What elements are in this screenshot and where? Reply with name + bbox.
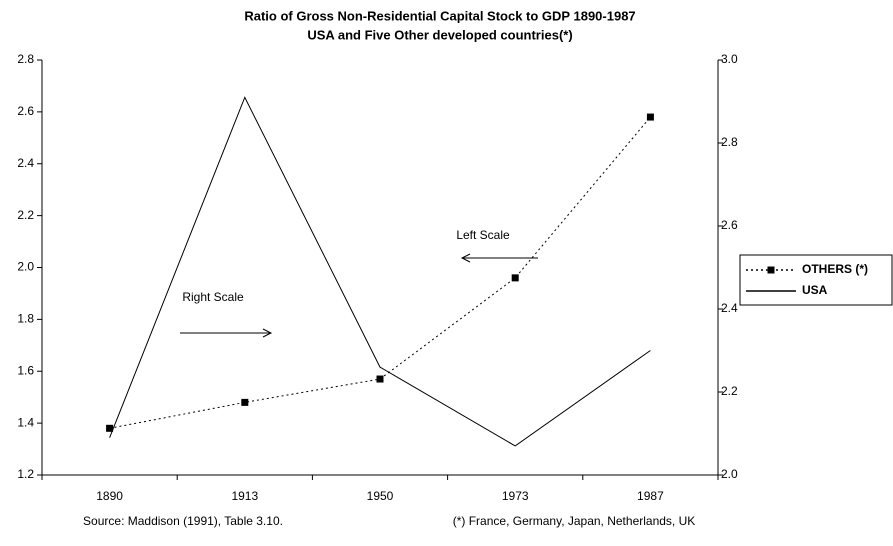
series-line [109,116,651,429]
marker [646,113,654,121]
y2-tick-label: 2.0 [721,467,738,481]
x-tick-label: 1973 [502,489,529,503]
x-tick-label: 1913 [231,489,258,503]
y-tick-label: 2.6 [17,104,34,118]
y-tick-label: 2.4 [17,156,34,170]
y-tick-label: 1.2 [17,467,34,481]
y2-tick-label: 2.2 [721,384,738,398]
y-tick-label: 1.6 [17,363,34,377]
marker [241,398,249,406]
arrow-head [262,328,273,338]
y-tick-label: 1.8 [17,312,34,326]
source: Source: Maddison (1991), Table 3.10. [83,514,283,528]
y2-tick-label: 2.6 [721,218,738,232]
y2-tick-label: 3.0 [721,52,738,66]
legend-box [739,254,893,306]
x-tick-label: 1987 [637,489,664,503]
chart-title: Ratio of Gross Non-Residential Capital S… [244,8,635,23]
marker [376,375,384,383]
y2-tick-label: 2.4 [721,301,738,315]
legend-marker [767,266,775,274]
marker [511,274,519,282]
y-tick-label: 2.0 [17,260,34,274]
y-tick-label: 2.8 [17,52,34,66]
annotation: Right Scale [182,290,244,304]
legend-label: USA [802,283,828,297]
arrow-head [460,253,471,263]
legend-label: OTHERS (*) [802,262,868,276]
chart-subtitle: USA and Five Other developed countries(*… [307,27,572,42]
series-line [109,96,651,447]
x-tick-label: 1950 [367,489,394,503]
y-tick-label: 2.2 [17,208,34,222]
footnote: (*) France, Germany, Japan, Netherlands,… [453,514,696,528]
x-tick-label: 1890 [96,489,123,503]
marker [106,424,114,432]
y2-tick-label: 2.8 [721,135,738,149]
y-tick-label: 1.4 [17,415,34,429]
annotation: Left Scale [456,228,510,242]
